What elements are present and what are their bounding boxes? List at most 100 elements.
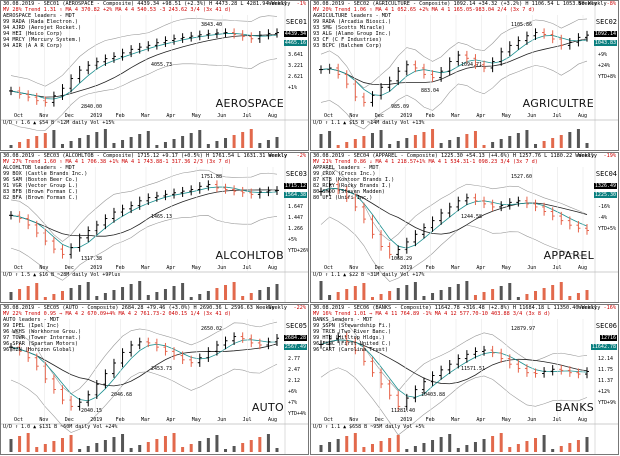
leader-list-item: 99 RADA (Rada Electron.)	[3, 19, 78, 25]
volume-bar	[129, 137, 133, 148]
right-axis-label: +1%	[288, 85, 298, 91]
volume-bar	[405, 449, 409, 452]
month-axis-label: Dec	[374, 113, 384, 119]
volume-bar	[129, 284, 133, 300]
leader-list-item: 93 ALG (Alamo Group Inc.)	[313, 31, 392, 37]
leader-list-item: 93 BCPC (Balchem Corp)	[313, 43, 382, 49]
chart-panel-sec04[interactable]: Oct Nov Dec 2019 Feb Mar Apr May Jun Jul Aug 30.08.…	[310, 152, 619, 303]
volume-bar	[18, 142, 22, 148]
price-marker-box: 1092.14	[593, 31, 617, 37]
sector-name-label: ALCOHLTOB	[215, 249, 284, 262]
volume-bar	[465, 445, 469, 452]
right-axis-label: -4%	[598, 215, 608, 221]
volume-bar	[258, 437, 262, 452]
volume-bar	[35, 447, 39, 452]
right-axis-label: YTD+5%	[598, 226, 617, 232]
price-annotation: 4055.73	[151, 62, 173, 68]
leader-list-item: 82 RCKY (Rocky Brands I.)	[313, 183, 392, 189]
volume-bar	[551, 449, 555, 452]
slow-moving-average-line	[320, 38, 588, 86]
volume-bar	[396, 288, 400, 300]
volume-bar	[241, 296, 245, 300]
chart-panel-sec01[interactable]: Oct Nov Dec 2019 Feb Mar Apr May Jun Jul Aug 30.08.…	[0, 0, 309, 151]
month-axis-label: Aug	[578, 265, 588, 271]
volume-bar	[413, 135, 417, 148]
panel-header-line: AEROSPACE leaders - MDT	[3, 13, 75, 19]
leader-list-item: 97 TOWR (Tower Internat.)	[3, 335, 82, 341]
volume-bar	[155, 439, 159, 452]
volume-bar	[585, 143, 589, 148]
volume-bar	[52, 130, 56, 148]
month-axis-label: Jun	[217, 113, 227, 119]
right-axis-label: YTD+8%	[598, 74, 617, 80]
month-axis-label: Mar	[451, 417, 461, 423]
leader-list-item: 91 VGR (Vector Group L.)	[3, 183, 78, 189]
price-marker-box: 1564.38	[283, 192, 307, 198]
volume-bar	[551, 285, 555, 300]
month-axis-label: Aug	[578, 417, 588, 423]
month-axis-label: Jun	[217, 265, 227, 271]
volume-bar	[26, 139, 30, 148]
slow-moving-average-line	[320, 339, 588, 385]
month-axis-label: Feb	[115, 265, 125, 271]
volume-bar	[431, 293, 435, 300]
volume-bar	[9, 145, 13, 148]
volume-bar	[328, 442, 332, 452]
price-annotation: 883.04	[421, 88, 440, 94]
leader-list-item: 99 HTH (Hilltop Hldgs.)	[313, 335, 385, 341]
volume-bar	[112, 143, 116, 148]
change-percent-badge: -8%	[606, 1, 616, 7]
leader-list-item: 94 AIR (A A R Corp)	[3, 43, 63, 49]
chart-panel-sec02[interactable]: Oct Nov Dec 2019 Feb Mar Apr May Jun Jul Aug 30.08.…	[310, 0, 619, 151]
right-axis-label: 11.37	[598, 378, 614, 384]
upper-envelope-line	[10, 15, 278, 87]
volume-bar	[189, 444, 193, 452]
change-percent-badge: -1%	[296, 1, 306, 7]
volume-bar	[516, 444, 520, 452]
price-annotation: 11571.51	[461, 366, 486, 372]
volume-bar	[138, 281, 142, 300]
volume-bar	[86, 135, 90, 148]
timeframe-label: Weekly	[268, 153, 287, 159]
month-axis-label: Oct	[324, 417, 334, 423]
right-axis-label: 3.221	[288, 63, 304, 69]
timeframe-label: Weekly	[268, 305, 287, 311]
right-axis-label: 2.621	[288, 74, 304, 80]
volume-bar	[121, 287, 125, 300]
volume-bar	[35, 283, 39, 300]
leader-list-item: 83 BFB (Brown Forman C.)	[3, 189, 78, 195]
volume-bar	[319, 281, 323, 300]
leader-list-item: 93 CF (C F Industries)	[313, 37, 382, 43]
price-chart-svg	[311, 1, 618, 150]
volume-bar	[422, 296, 426, 300]
volume-bar	[525, 441, 529, 452]
volume-bar	[241, 443, 245, 452]
chart-panel-sec05[interactable]: Oct Nov Dec 2019 Feb Mar Apr May Jun Jul Aug 30.08.…	[0, 304, 309, 455]
volume-caption: U/D ↑ 1.6 ▲ $54 B ~12M daily Vol +15%	[3, 120, 115, 126]
chart-panel-sec03[interactable]: Oct Nov Dec 2019 Feb Mar Apr May Jun Jul Aug 30.08.…	[0, 152, 309, 303]
sector-name-label: AUTO	[251, 401, 284, 414]
panel-header-line: 30.08.2019 - SEC01 (AEROSPACE - Composit…	[3, 1, 291, 7]
month-axis-label: Feb	[115, 113, 125, 119]
price-marker-box: 1326.49	[593, 183, 617, 189]
right-axis-label: YTD+4%	[288, 411, 307, 417]
chart-panel-sec06[interactable]: Oct Nov Dec 2019 Feb Mar Apr May Jun Jul Aug 30.08.…	[310, 304, 619, 455]
right-axis-label: 3.641	[288, 52, 304, 58]
volume-bar	[568, 132, 572, 148]
volume-bar	[86, 282, 90, 300]
volume-bar	[78, 138, 82, 148]
volume-bar	[26, 433, 30, 452]
volume-bar	[465, 281, 469, 300]
sector-name-label: BANKS	[555, 401, 594, 414]
volume-bar	[266, 434, 270, 452]
price-chart-svg	[1, 153, 308, 302]
volume-bar	[508, 136, 512, 148]
volume-bar	[103, 440, 107, 452]
volume-bar	[224, 285, 228, 300]
volume-bar	[198, 441, 202, 452]
right-axis-label: YTD+26%	[288, 248, 309, 254]
volume-bar	[473, 295, 477, 300]
volume-bar	[181, 283, 185, 300]
leader-list-item: 87 KTB (Kontoor Brands I.)	[313, 177, 395, 183]
price-annotation: 12879.97	[511, 326, 536, 332]
